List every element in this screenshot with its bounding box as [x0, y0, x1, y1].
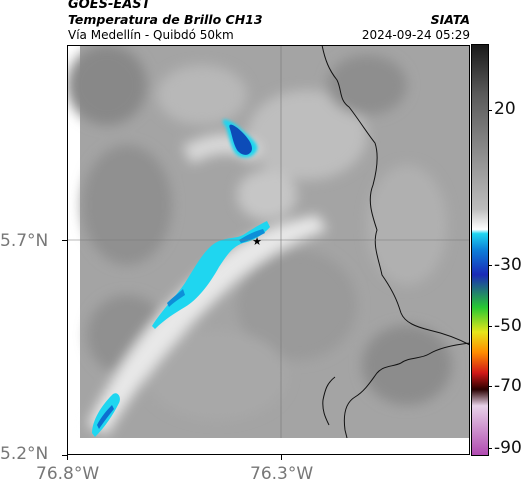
timestamp-label: 2024-09-24 05:29 [361, 28, 470, 42]
x-tick [67, 455, 68, 460]
colorbar-tick [488, 265, 492, 266]
organization-label: SIATA [430, 12, 470, 27]
y-tick [62, 455, 67, 456]
boundary-lines [321, 45, 470, 438]
colorbar-label: -50 [494, 316, 522, 336]
colorbar-label: -70 [494, 376, 522, 396]
star-marker: ★ [252, 235, 262, 248]
longitude-label: 76.8°W [36, 464, 100, 484]
latitude-label: 5.7°N [0, 231, 49, 251]
longitude-label: 76.3°W [250, 464, 314, 484]
colorbar-tick [488, 448, 492, 449]
latitude-label: 5.2°N [0, 444, 49, 464]
colorbar-tick [488, 326, 492, 327]
brightness-temperature-map: ★ [67, 45, 470, 455]
cold-cloud-tops [92, 119, 270, 437]
satellite-name: GOES-EAST [68, 0, 151, 12]
colorbar-tick [488, 386, 492, 387]
temperature-colorbar [471, 44, 489, 456]
cloud-texture [67, 45, 452, 435]
colorbar-label: 20 [494, 99, 516, 119]
region-subtitle: Vía Medellín - Quibdó 50km [68, 28, 234, 42]
product-title: Temperatura de Brillo CH13 [68, 12, 263, 27]
colorbar-tick [488, 110, 492, 111]
colorbar-label: -90 [494, 438, 522, 458]
x-tick [281, 455, 282, 460]
map-frame [67, 45, 470, 455]
colorbar-label: -30 [494, 255, 522, 275]
y-tick [62, 240, 67, 241]
